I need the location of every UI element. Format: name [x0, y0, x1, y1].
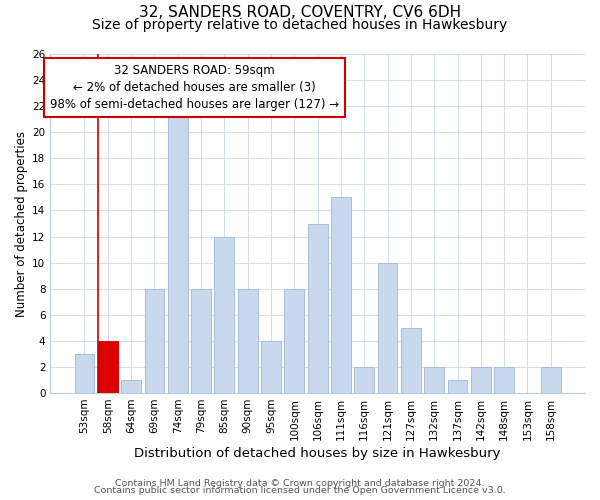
Bar [541, 367, 560, 393]
Y-axis label: Number of detached properties: Number of detached properties [15, 130, 28, 316]
Bar [448, 380, 467, 393]
Bar [145, 288, 164, 393]
Bar [214, 236, 234, 393]
Text: 32 SANDERS ROAD: 59sqm
← 2% of detached houses are smaller (3)
98% of semi-detac: 32 SANDERS ROAD: 59sqm ← 2% of detached … [50, 64, 339, 111]
Bar [471, 367, 491, 393]
Bar [284, 288, 304, 393]
Bar [494, 367, 514, 393]
Bar [191, 288, 211, 393]
Text: 32, SANDERS ROAD, COVENTRY, CV6 6DH: 32, SANDERS ROAD, COVENTRY, CV6 6DH [139, 5, 461, 20]
Bar [98, 341, 118, 393]
Bar [74, 354, 94, 393]
Bar [261, 341, 281, 393]
Text: Contains HM Land Registry data © Crown copyright and database right 2024.: Contains HM Land Registry data © Crown c… [115, 478, 485, 488]
Bar [331, 198, 351, 393]
Bar [424, 367, 444, 393]
Bar [377, 262, 397, 393]
Bar [168, 106, 188, 393]
X-axis label: Distribution of detached houses by size in Hawkesbury: Distribution of detached houses by size … [134, 447, 501, 460]
Bar [401, 328, 421, 393]
Bar [355, 367, 374, 393]
Bar [121, 380, 141, 393]
Bar [308, 224, 328, 393]
Bar [238, 288, 257, 393]
Text: Contains public sector information licensed under the Open Government Licence v3: Contains public sector information licen… [94, 486, 506, 495]
Text: Size of property relative to detached houses in Hawkesbury: Size of property relative to detached ho… [92, 18, 508, 32]
